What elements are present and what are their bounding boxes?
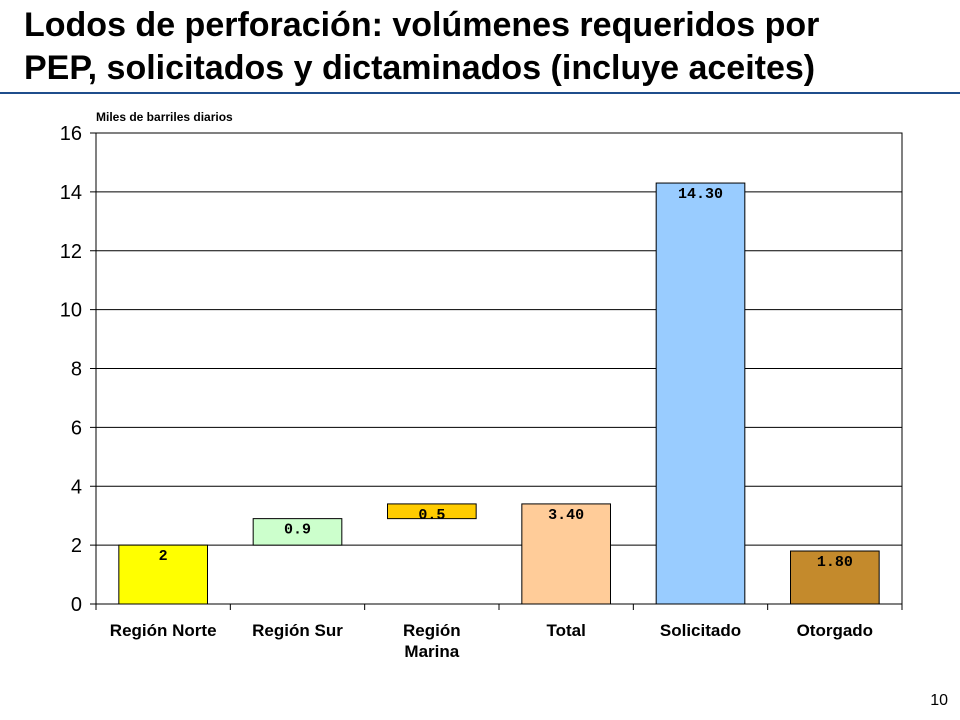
title-divider	[0, 92, 960, 94]
slide-title-line-1: Lodos de perforación: volúmenes requerid…	[24, 6, 820, 44]
bar	[387, 503, 477, 520]
axes	[90, 132, 903, 610]
data-label: 1.80	[817, 554, 853, 571]
x-category-label: Total	[546, 621, 585, 640]
x-category-label: Región Norte	[110, 621, 217, 640]
bar	[252, 518, 343, 546]
y-tick-label: 14	[60, 182, 82, 204]
bar	[655, 182, 746, 605]
x-category-label: Marina	[404, 642, 459, 661]
y-tick-label: 0	[71, 594, 82, 616]
labels: 0 2 4 6 8 10 12 14 16 2 Región Norte 0.9 Región Sur 0…	[60, 123, 873, 661]
x-category-label: Otorgado	[797, 621, 874, 640]
data-label: 14.30	[678, 186, 723, 203]
y-tick-label: 12	[60, 241, 82, 263]
y-tick-label: 6	[71, 417, 82, 439]
x-category-label: Región	[403, 621, 461, 640]
page-number: 10	[930, 692, 948, 709]
slide-title-line-2: PEP, solicitados y dictaminados (incluye…	[24, 49, 816, 87]
bar	[521, 503, 611, 605]
y-tick-label: 2	[71, 535, 82, 557]
y-tick-label: 8	[71, 359, 82, 381]
x-category-label: Solicitado	[660, 621, 741, 640]
slide-title: Lodos de perforación: volúmenes requerid…	[24, 4, 944, 90]
y-axis-unit-label: Miles de barriles diarios	[96, 110, 233, 124]
data-label: 0.9	[284, 522, 311, 539]
y-tick-label: 16	[60, 123, 82, 145]
y-tick-label: 4	[71, 476, 82, 498]
y-tick-label: 10	[60, 300, 82, 322]
data-label: 2	[159, 548, 168, 565]
grid-lines	[96, 191, 902, 546]
data-label: 0.5	[418, 507, 445, 524]
bars	[118, 182, 880, 605]
data-label: 3.40	[548, 507, 584, 524]
x-category-label: Región Sur	[252, 621, 343, 640]
